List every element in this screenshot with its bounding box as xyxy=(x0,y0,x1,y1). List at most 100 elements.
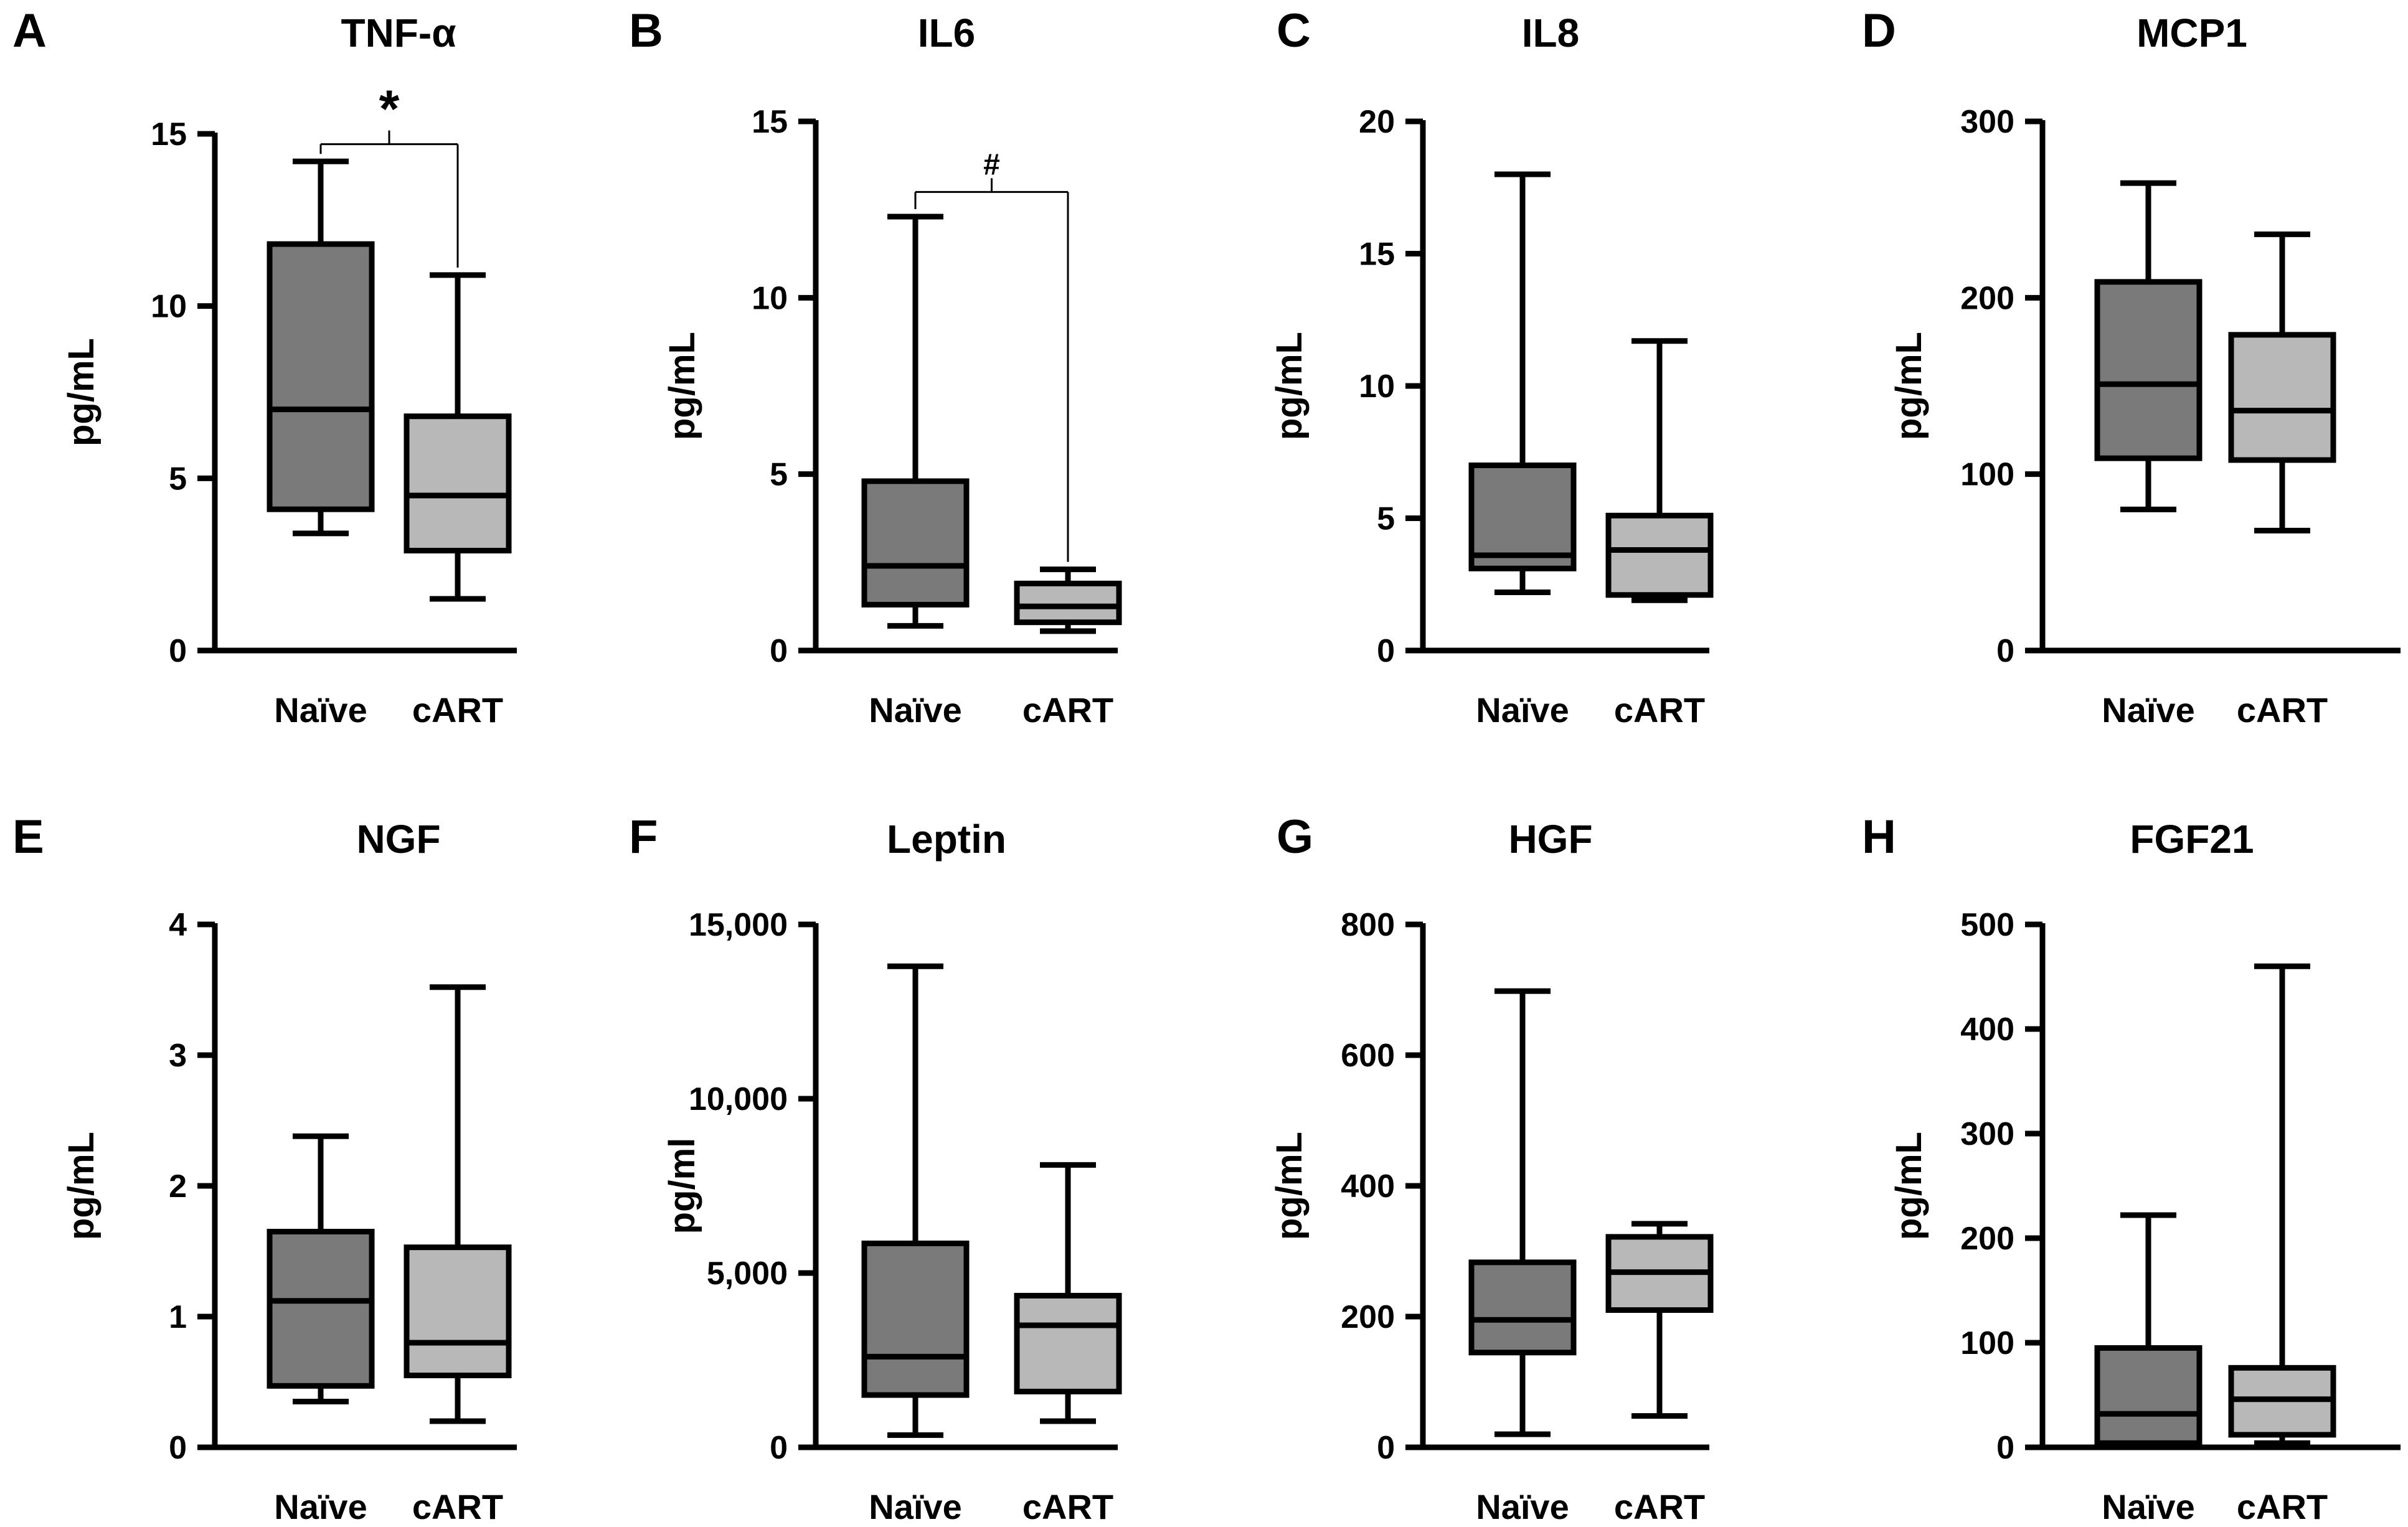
y-tick-label: 5 xyxy=(1377,501,1395,537)
box-naive xyxy=(2094,180,2203,512)
iqr-box xyxy=(2094,1345,2203,1446)
iqr-box xyxy=(1468,463,1577,571)
x-category-label: cART xyxy=(2237,1487,2328,1526)
box-cart xyxy=(1014,566,1122,634)
iqr-box xyxy=(267,1229,375,1389)
y-tick-label: 15 xyxy=(752,104,788,140)
panel-letter: H xyxy=(1862,810,1896,863)
panel-c: C IL8 0 5 10 15 20 pg/mL Naïve cART xyxy=(1269,4,1714,730)
y-tick-label: 200 xyxy=(1341,1299,1395,1335)
y-axis-label: pg/mL xyxy=(1269,332,1310,440)
panel-h: H FGF21 0 100 200 300 400 500 pg/mL Naïve cART xyxy=(1862,810,2401,1526)
y-axis-label: pg/mL xyxy=(662,332,702,440)
panel-title: NGF xyxy=(356,817,440,862)
box-naive xyxy=(861,963,970,1438)
y-tick-label: 15 xyxy=(151,116,187,153)
y-tick-label: 0 xyxy=(169,633,187,669)
panel-title: TNF-α xyxy=(341,11,456,55)
box-cart xyxy=(404,984,512,1424)
panel-letter: F xyxy=(629,810,658,863)
iqr-box xyxy=(861,478,970,608)
y-tick-label: 5 xyxy=(169,461,187,497)
panel-letter: B xyxy=(629,4,663,57)
panel-letter: E xyxy=(12,810,44,863)
x-category-label: Naïve xyxy=(869,690,961,730)
y-tick-label: 10 xyxy=(1359,369,1395,405)
y-tick-label: 200 xyxy=(1960,1221,2014,1257)
y-tick-label: 200 xyxy=(1960,280,2014,316)
significance-bracket: # xyxy=(914,148,1069,562)
y-tick-label: 15,000 xyxy=(689,907,788,943)
y-tick-label: 10 xyxy=(151,289,187,325)
y-tick-label: 500 xyxy=(1960,907,2014,943)
box-cart xyxy=(2228,963,2336,1446)
x-category-label: Naïve xyxy=(274,690,367,730)
y-tick-label: 0 xyxy=(1377,633,1395,669)
y-tick-label: 0 xyxy=(770,1430,788,1466)
panel-title: IL8 xyxy=(1522,11,1579,55)
iqr-box xyxy=(2094,279,2203,461)
panel-title: IL6 xyxy=(918,11,975,55)
y-tick-label: 20 xyxy=(1359,104,1395,140)
y-tick-label: 300 xyxy=(1960,104,2014,140)
panel-title: HGF xyxy=(1508,817,1592,862)
panel-letter: C xyxy=(1277,4,1311,57)
x-category-label: Naïve xyxy=(2102,690,2194,730)
x-category-label: Naïve xyxy=(274,1487,367,1526)
panel-title: Leptin xyxy=(887,817,1006,862)
panel-a: A TNF-α 0 5 10 15 pg/mL Naïve cART * xyxy=(12,4,517,730)
panel-title: MCP1 xyxy=(2137,11,2247,55)
x-category-label: cART xyxy=(2237,690,2328,730)
box-cart xyxy=(2228,231,2336,533)
y-tick-label: 400 xyxy=(1341,1168,1395,1205)
panel-title: FGF21 xyxy=(2130,817,2254,862)
panel-letter: A xyxy=(12,4,47,57)
x-category-label: Naïve xyxy=(1476,690,1569,730)
significance-symbol: * xyxy=(379,80,400,138)
y-axis-label: pg/mL xyxy=(1889,1132,1929,1240)
y-tick-label: 5,000 xyxy=(707,1256,788,1292)
x-category-label: Naïve xyxy=(2102,1487,2194,1526)
panel-b: B IL6 0 5 10 15 pg/mL Naïve cART # xyxy=(629,4,1122,730)
y-tick-label: 3 xyxy=(169,1038,187,1074)
iqr-box xyxy=(267,241,375,512)
y-tick-label: 0 xyxy=(169,1430,187,1466)
x-category-label: cART xyxy=(1022,690,1113,730)
box-naive xyxy=(267,1133,375,1404)
panel-f: F Leptin 0 5,000 10,000 15,000 pg/ml Naïve cART xyxy=(629,810,1122,1526)
significance-symbol: # xyxy=(983,148,1000,181)
significance-bracket: * xyxy=(319,80,459,268)
box-naive xyxy=(267,158,375,537)
box-cart xyxy=(404,272,512,602)
x-category-label: cART xyxy=(1022,1487,1113,1526)
y-axis-label: pg/mL xyxy=(1889,332,1929,440)
y-tick-label: 1 xyxy=(169,1299,187,1335)
panel-letter: D xyxy=(1862,4,1896,57)
box-cart xyxy=(1014,1162,1122,1424)
y-tick-label: 100 xyxy=(1960,1325,2014,1361)
panel-letter: G xyxy=(1277,810,1313,863)
y-tick-label: 100 xyxy=(1960,457,2014,493)
panel-g: G HGF 0 200 400 600 800 pg/mL Naïve cART xyxy=(1269,810,1714,1526)
x-category-label: cART xyxy=(1614,1487,1705,1526)
box-naive xyxy=(861,214,970,629)
box-naive xyxy=(2094,1212,2203,1449)
y-tick-label: 15 xyxy=(1359,237,1395,273)
iqr-box xyxy=(404,1244,512,1378)
y-tick-label: 10 xyxy=(752,280,788,316)
y-axis-label: pg/ml xyxy=(662,1138,702,1234)
y-tick-label: 400 xyxy=(1960,1012,2014,1048)
y-tick-label: 4 xyxy=(169,907,187,943)
box-cart xyxy=(1605,338,1714,603)
x-category-label: Naïve xyxy=(1476,1487,1569,1526)
y-axis-label: pg/mL xyxy=(61,338,102,446)
iqr-box xyxy=(1014,580,1122,626)
iqr-box xyxy=(861,1240,970,1398)
y-tick-label: 600 xyxy=(1341,1038,1395,1074)
y-tick-label: 300 xyxy=(1960,1116,2014,1152)
x-category-label: cART xyxy=(412,690,503,730)
iqr-box xyxy=(2228,332,2336,463)
y-tick-label: 2 xyxy=(169,1168,187,1205)
y-tick-label: 0 xyxy=(770,633,788,669)
